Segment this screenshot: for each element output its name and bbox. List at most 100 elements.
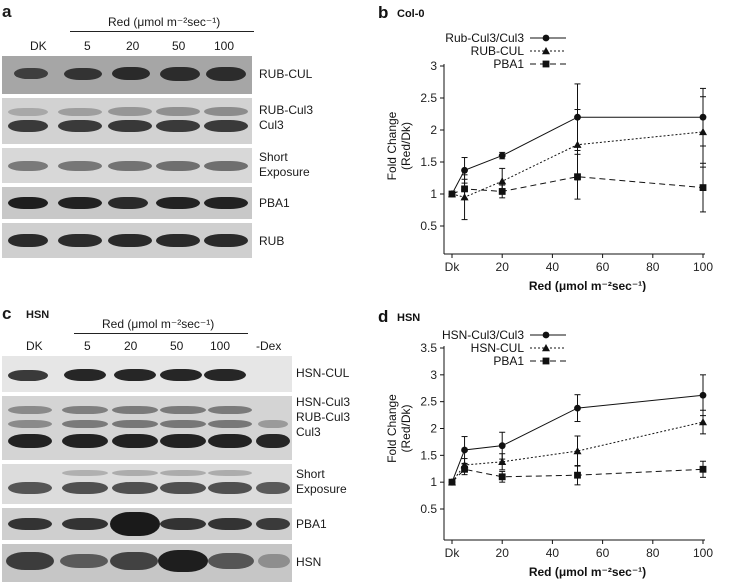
blot-band xyxy=(256,518,290,530)
x-tick-label: 100 xyxy=(693,260,713,274)
legend-label: HSN-CUL xyxy=(471,341,525,355)
legend-marker xyxy=(542,47,550,55)
blot-band xyxy=(156,161,200,171)
blot-band xyxy=(258,554,290,568)
y-tick-label: 2 xyxy=(430,123,437,137)
panel-letter: d xyxy=(378,307,388,326)
data-point xyxy=(699,184,707,191)
blot-band xyxy=(8,120,48,132)
x-tick-label: 80 xyxy=(646,260,660,274)
y-tick-label: 0.5 xyxy=(420,219,437,233)
blot-band xyxy=(108,197,148,209)
blot-band xyxy=(14,68,48,79)
x-tick-label: 40 xyxy=(546,546,560,560)
blot-band xyxy=(208,434,252,448)
data-point xyxy=(448,190,456,198)
panel-c-condition-header: Red (μmol m⁻²sec⁻¹) xyxy=(102,317,215,331)
blot-band xyxy=(62,406,108,414)
blot-band xyxy=(204,120,248,132)
blot-band xyxy=(58,161,102,171)
blot-band xyxy=(204,161,248,171)
blot-band xyxy=(208,482,252,494)
x-axis-label: Red (μmol m⁻²sec⁻¹) xyxy=(529,279,646,292)
blot-band xyxy=(208,470,252,476)
legend-label: HSN-Cul3/Cul3 xyxy=(442,328,524,342)
blot-band xyxy=(156,234,200,247)
blot-band xyxy=(8,108,48,116)
x-tick-label: 40 xyxy=(546,260,560,274)
blot-band xyxy=(108,107,152,116)
panel-a-blot-label: RUB xyxy=(259,234,285,248)
x-axis-label: Red (μmol m⁻²sec⁻¹) xyxy=(529,565,646,579)
y-tick-label: 1.5 xyxy=(420,448,437,462)
data-point xyxy=(573,140,582,148)
legend-label: PBA1 xyxy=(493,57,524,71)
x-tick-label: 100 xyxy=(693,546,713,560)
data-point xyxy=(461,446,468,454)
legend-marker xyxy=(542,60,550,68)
blot-band xyxy=(158,550,208,572)
data-point xyxy=(448,478,456,486)
blot-band xyxy=(58,234,102,247)
blot-band xyxy=(256,482,290,494)
panel-c-lane-label: 5 xyxy=(84,339,91,353)
data-point xyxy=(573,447,582,455)
blot-band xyxy=(8,518,52,530)
y-tick-label: 1 xyxy=(430,475,437,489)
blot-band xyxy=(208,420,252,428)
panel-c-blot-label: Short Exposure xyxy=(296,467,347,496)
blot-band xyxy=(8,420,52,428)
panel-a-blot-label: Short Exposure xyxy=(259,150,310,179)
blot-band xyxy=(160,518,206,530)
blot-band xyxy=(8,434,52,448)
blot-band xyxy=(114,369,156,381)
blot-band xyxy=(160,470,206,476)
chart-d: d HSN 0.5 1 1.5 2 2.5 3 3.5 Dk 20 40 60 80 100 Red (μmo… xyxy=(378,307,713,579)
panel-c-blot-label: HSN-CUL xyxy=(296,366,350,380)
panel-a-blot-rub xyxy=(2,223,252,258)
blot-band xyxy=(206,67,246,81)
y-tick-label: 0.5 xyxy=(420,502,437,516)
blot-band xyxy=(160,369,202,381)
panel-c-blot-short-exposure xyxy=(2,464,292,504)
panel-a-blot-pba1 xyxy=(2,187,252,219)
blot-band xyxy=(156,107,200,116)
blot-band xyxy=(160,406,206,414)
blot-band xyxy=(64,68,102,80)
data-point xyxy=(699,127,707,136)
panel-a-lane-label: 100 xyxy=(214,39,235,53)
data-point xyxy=(461,185,468,193)
blot-band xyxy=(208,553,254,569)
panel-a-lane-label: 20 xyxy=(126,39,140,53)
blot-band xyxy=(208,406,252,414)
blot-band xyxy=(204,107,248,116)
data-point xyxy=(498,177,507,185)
blot-band xyxy=(108,234,152,247)
blot-band xyxy=(60,554,108,568)
data-point xyxy=(699,418,707,426)
panel-a-condition-header: Red (μmol m⁻²sec⁻¹) xyxy=(108,15,221,29)
blot-band xyxy=(160,67,200,81)
legend-marker xyxy=(542,34,550,42)
panel-a-header-rule xyxy=(70,31,254,32)
blot-band xyxy=(112,406,158,414)
blot-band xyxy=(204,197,248,209)
panel-c-letter: c xyxy=(2,304,12,323)
y-tick-label: 2 xyxy=(430,422,437,436)
panel-c-lane-label: DK xyxy=(26,339,43,353)
y-tick-label: 1 xyxy=(430,187,437,201)
blot-band xyxy=(112,67,150,80)
panel-c-blot-hsn xyxy=(2,544,292,582)
y-tick-label: 2.5 xyxy=(420,91,437,105)
y-tick-label: 3 xyxy=(430,59,437,73)
y-tick-label: 2.5 xyxy=(420,395,437,409)
panel-c-blot-pba1 xyxy=(2,508,292,540)
y-axis-label: (Red/Dk) xyxy=(399,404,413,452)
blot-band xyxy=(62,482,108,494)
panel-c-lane-label: 100 xyxy=(210,339,231,353)
blot-band xyxy=(110,512,160,536)
blot-band xyxy=(204,234,248,247)
chart-title: Col-0 xyxy=(397,8,425,20)
panel-a-letter: a xyxy=(2,2,12,21)
blot-band xyxy=(160,482,206,494)
